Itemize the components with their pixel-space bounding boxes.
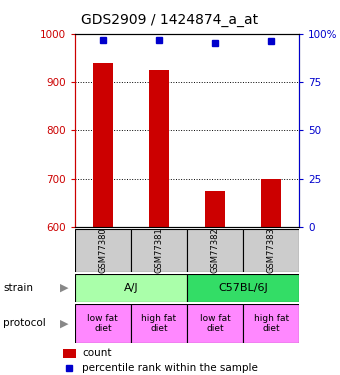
Bar [75,274,187,302]
Text: A/J: A/J [123,283,138,293]
Bar [187,304,243,343]
Text: strain: strain [3,283,33,293]
Text: GSM77380: GSM77380 [98,227,107,273]
Bar [243,229,299,272]
Bar [187,229,243,272]
Text: ▶: ▶ [61,283,69,293]
Text: GSM77381: GSM77381 [154,227,164,273]
Bar [131,229,187,272]
Text: high fat
diet: high fat diet [141,314,176,333]
Bar [261,178,281,227]
Bar [187,274,299,302]
Text: C57BL/6J: C57BL/6J [218,283,268,293]
Bar [149,70,169,227]
Text: protocol: protocol [3,318,46,328]
Text: GSM77383: GSM77383 [267,227,276,273]
Bar [75,304,131,343]
Text: low fat
diet: low fat diet [200,314,231,333]
Text: count: count [82,348,112,358]
Bar [93,63,113,227]
Bar [205,190,225,227]
Bar [63,349,76,358]
Text: low fat
diet: low fat diet [87,314,118,333]
Text: percentile rank within the sample: percentile rank within the sample [82,363,258,373]
Text: GDS2909 / 1424874_a_at: GDS2909 / 1424874_a_at [82,13,258,27]
Text: high fat
diet: high fat diet [254,314,289,333]
Bar [243,304,299,343]
Text: GSM77382: GSM77382 [210,227,220,273]
Bar [131,304,187,343]
Text: ▶: ▶ [61,318,69,328]
Bar [75,229,131,272]
